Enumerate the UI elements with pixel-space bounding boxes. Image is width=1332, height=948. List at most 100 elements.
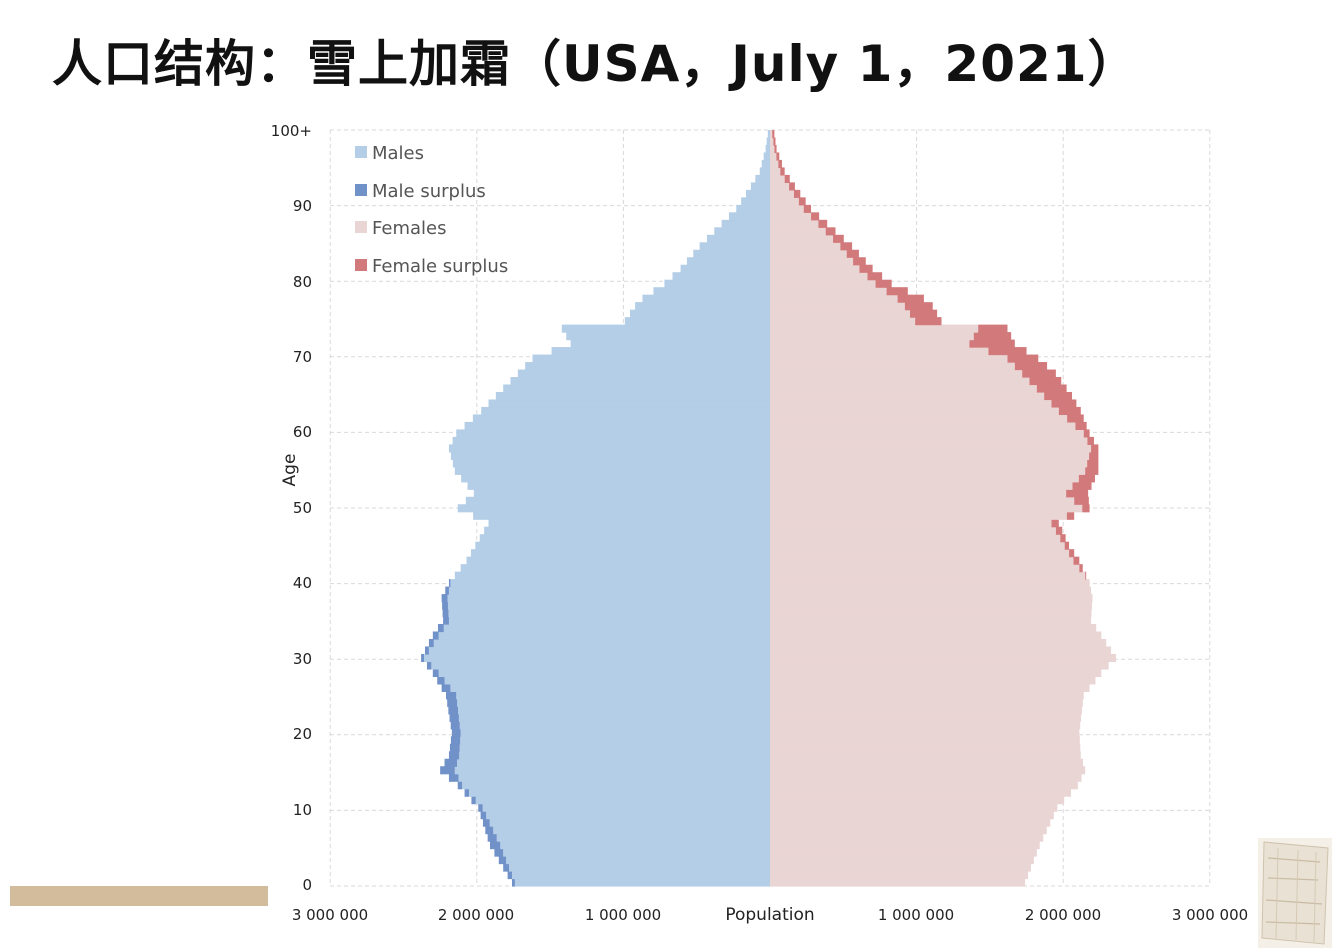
female-bar [770,541,1065,550]
female-surplus-bar [778,159,782,169]
male-surplus-bar [426,661,432,670]
female-bar [770,219,819,228]
female-surplus-bar [1085,466,1099,475]
female-surplus-bar [1074,496,1089,505]
male-bar [458,706,770,715]
male-bar [450,579,770,588]
male-bar [431,661,770,670]
male-bar [511,871,770,880]
legend-label-females: Females [372,218,446,239]
male-bar [766,137,770,146]
male-bar [458,713,770,722]
female-bar [770,818,1051,827]
male-bar [706,234,770,243]
legend-swatch-females [355,221,367,233]
legend-swatch-female-surplus [355,259,367,271]
male-bar [457,698,770,707]
male-bar [473,511,770,520]
female-bar [770,549,1070,558]
male-bar [459,743,770,752]
male-bar [458,773,770,782]
male-bar [566,332,770,341]
female-bar [770,204,804,213]
male-surplus-bar [448,773,459,782]
x-tick-label: 3 000 000 [292,906,368,924]
female-bar [770,362,1015,371]
female-surplus-bar [1067,414,1084,423]
male-bar [456,691,770,700]
male-surplus-bar [446,691,457,700]
female-bar [770,556,1074,565]
male-bar [450,683,770,692]
female-bar [770,624,1097,633]
female-bar [770,391,1045,401]
female-bar [770,609,1092,618]
female-bar [770,272,868,281]
male-bar [438,668,770,678]
male-bar [721,219,770,228]
male-surplus-bar [425,646,429,655]
female-surplus-bar [1069,549,1075,558]
female-surplus-bar [773,137,776,146]
male-bar [464,421,770,431]
male-bar [503,848,770,857]
male-bar [462,781,770,790]
male-bar [460,736,770,745]
male-bar [517,369,770,378]
female-bar [770,130,773,139]
female-surplus-bar [1082,504,1090,513]
female-surplus-bar [818,219,828,228]
female-bar [770,399,1052,408]
male-surplus-bar [478,803,483,812]
male-bar [450,451,770,460]
female-bar [770,691,1084,700]
male-bar [561,324,770,333]
male-surplus-bar [480,811,487,820]
male-bar [767,130,770,139]
male-bar [479,534,770,543]
male-bar [484,526,770,535]
female-surplus-bar [803,204,812,213]
axes: 3 000 000 2 000 000 1 000 000 Population… [271,122,1248,925]
male-bar [699,242,770,251]
male-surplus-bar [489,841,501,850]
female-surplus-bar [1044,391,1072,401]
male-bar [503,384,770,393]
x-tick-label: 1 000 000 [878,906,954,924]
male-bar [761,159,770,169]
male-bar [750,182,770,191]
male-bar [448,616,770,625]
female-bar [770,421,1076,431]
male-bar [468,788,770,797]
male-surplus-bar [442,609,449,618]
female-bar [770,227,826,236]
male-surplus-bar [448,579,451,588]
male-bar [465,496,770,505]
female-surplus-bar [1014,362,1048,371]
male-bar [475,796,770,805]
male-bar [510,377,770,386]
male-bar [473,489,770,498]
male-bar [470,549,770,558]
male-surplus-bar [487,833,497,842]
male-surplus-bar [441,594,448,603]
female-surplus-bar [1079,564,1083,573]
male-bar [424,653,770,663]
female-bar [770,856,1034,865]
female-surplus-bar [897,294,924,303]
female-surplus-bar [915,317,942,326]
decorative-bar [10,886,268,906]
legend-swatch-males [355,146,367,158]
female-surplus-bar [978,324,1008,333]
female-bar [770,152,777,161]
female-bar [770,369,1023,378]
y-tick-label: 30 [293,650,312,668]
female-surplus-bar [1066,511,1075,520]
male-surplus-bar [432,631,439,640]
female-bar [770,586,1092,595]
male-surplus-bar [449,713,459,722]
male-bar [447,601,770,610]
male-surplus-bar [440,766,455,775]
female-bar [770,601,1093,610]
female-bar [770,354,1008,363]
